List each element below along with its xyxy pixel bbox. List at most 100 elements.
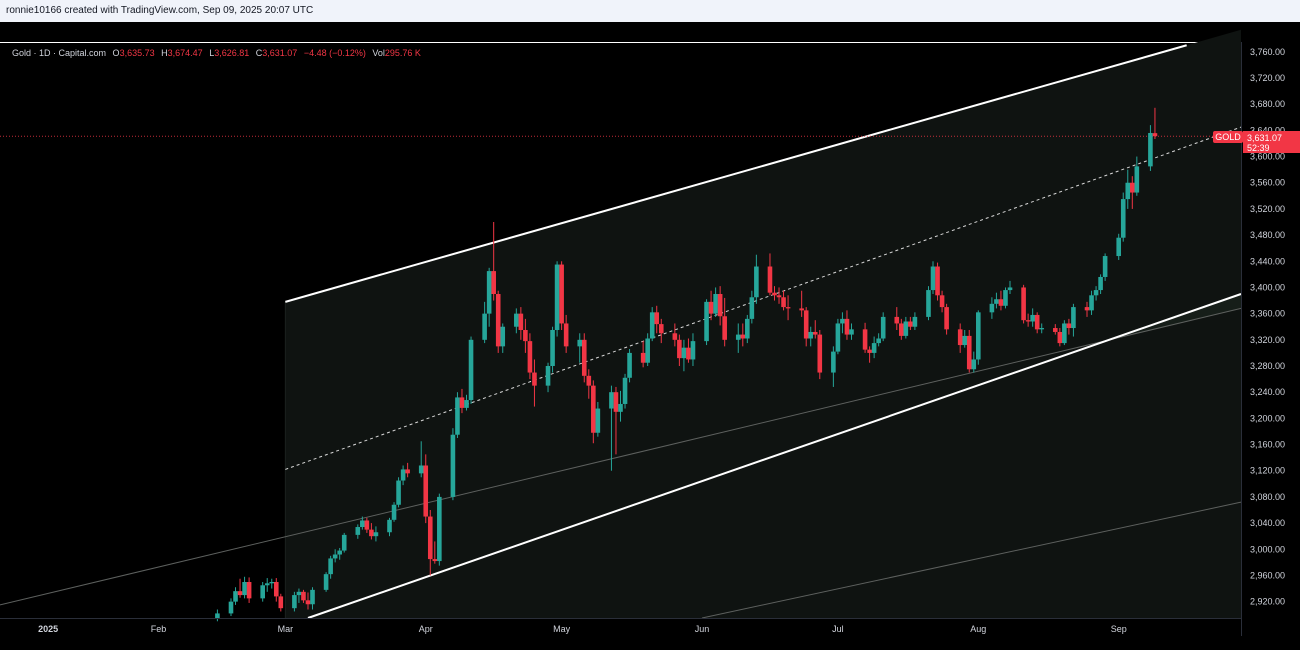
candle[interactable] bbox=[1134, 156, 1140, 196]
candle[interactable] bbox=[246, 577, 252, 603]
candle[interactable] bbox=[767, 253, 773, 296]
candle[interactable] bbox=[260, 582, 265, 602]
candle[interactable] bbox=[1034, 312, 1040, 334]
candle[interactable] bbox=[722, 297, 727, 347]
candle[interactable] bbox=[418, 441, 424, 478]
candle[interactable] bbox=[957, 323, 963, 353]
candle[interactable] bbox=[609, 385, 614, 471]
candle[interactable] bbox=[364, 517, 370, 533]
candle[interactable] bbox=[690, 333, 696, 366]
candle[interactable] bbox=[423, 454, 429, 524]
candle[interactable] bbox=[672, 323, 678, 347]
candle[interactable] bbox=[1152, 107, 1158, 139]
candle[interactable] bbox=[405, 462, 410, 478]
candle[interactable] bbox=[1007, 280, 1013, 294]
candle[interactable] bbox=[495, 290, 501, 353]
time-axis[interactable]: 2025 Feb Mar Apr May Jun Jul Aug Sep bbox=[38, 624, 1127, 634]
candle[interactable] bbox=[591, 380, 596, 444]
candle[interactable] bbox=[1062, 320, 1067, 346]
candle[interactable] bbox=[1057, 328, 1063, 347]
candle[interactable] bbox=[301, 589, 306, 603]
candle[interactable] bbox=[817, 330, 823, 380]
candle[interactable] bbox=[323, 572, 329, 592]
candle[interactable] bbox=[341, 532, 347, 553]
candle[interactable] bbox=[867, 346, 872, 363]
candle[interactable] bbox=[296, 588, 302, 603]
candle[interactable] bbox=[459, 388, 465, 414]
candle[interactable] bbox=[518, 307, 524, 340]
candle[interactable] bbox=[369, 523, 374, 540]
channel-mid-line[interactable] bbox=[285, 126, 1242, 470]
candle[interactable] bbox=[686, 338, 691, 363]
candle[interactable] bbox=[876, 333, 881, 347]
candle[interactable] bbox=[645, 333, 650, 366]
channel-lower-line[interactable] bbox=[307, 293, 1242, 619]
candle[interactable] bbox=[962, 330, 968, 348]
candle[interactable] bbox=[966, 330, 972, 373]
candle[interactable] bbox=[704, 299, 709, 346]
candle[interactable] bbox=[514, 308, 519, 334]
candle[interactable] bbox=[228, 598, 234, 617]
candle[interactable] bbox=[387, 517, 392, 537]
candle[interactable] bbox=[427, 510, 433, 576]
candle[interactable] bbox=[482, 301, 487, 344]
candle[interactable] bbox=[550, 326, 555, 373]
candle[interactable] bbox=[595, 402, 601, 437]
candle[interactable] bbox=[563, 314, 569, 353]
candle[interactable] bbox=[269, 578, 275, 589]
candle[interactable] bbox=[681, 339, 687, 372]
candle[interactable] bbox=[799, 290, 804, 317]
candle[interactable] bbox=[831, 346, 836, 387]
candle[interactable] bbox=[903, 316, 909, 339]
candle[interactable] bbox=[292, 591, 297, 612]
candle[interactable] bbox=[1003, 287, 1008, 309]
candle[interactable] bbox=[708, 290, 714, 321]
candle[interactable] bbox=[894, 307, 900, 330]
candle[interactable] bbox=[242, 576, 247, 599]
candle[interactable] bbox=[1116, 233, 1122, 260]
candle[interactable] bbox=[1125, 169, 1131, 209]
candle[interactable] bbox=[373, 526, 379, 542]
candle[interactable] bbox=[627, 348, 632, 383]
candle[interactable] bbox=[360, 516, 365, 530]
candle[interactable] bbox=[400, 465, 406, 486]
candle[interactable] bbox=[1129, 176, 1135, 209]
candle[interactable] bbox=[527, 333, 533, 380]
candle[interactable] bbox=[899, 318, 904, 340]
candle[interactable] bbox=[849, 323, 854, 340]
candle[interactable] bbox=[989, 297, 995, 319]
candle[interactable] bbox=[586, 369, 592, 399]
candle[interactable] bbox=[1148, 125, 1153, 171]
candle[interactable] bbox=[713, 287, 718, 317]
candle[interactable] bbox=[926, 286, 931, 321]
candle[interactable] bbox=[1098, 274, 1103, 294]
candle[interactable] bbox=[264, 578, 270, 592]
candle[interactable] bbox=[559, 261, 564, 330]
candle[interactable] bbox=[717, 286, 723, 326]
candle[interactable] bbox=[844, 310, 850, 340]
candle[interactable] bbox=[450, 428, 456, 501]
candle[interactable] bbox=[880, 312, 886, 342]
candle[interactable] bbox=[622, 373, 628, 409]
candle[interactable] bbox=[437, 493, 442, 566]
candle[interactable] bbox=[618, 390, 623, 422]
candle[interactable] bbox=[455, 392, 460, 438]
candle[interactable] bbox=[237, 578, 243, 598]
candle[interactable] bbox=[749, 290, 755, 324]
candle[interactable] bbox=[998, 290, 1004, 311]
candle[interactable] bbox=[355, 524, 361, 539]
candle[interactable] bbox=[976, 310, 981, 365]
candle[interactable] bbox=[808, 326, 814, 347]
candle[interactable] bbox=[1089, 290, 1094, 315]
candle[interactable] bbox=[971, 351, 977, 373]
candle[interactable] bbox=[785, 295, 791, 321]
candle[interactable] bbox=[273, 578, 279, 602]
candle[interactable] bbox=[871, 336, 877, 359]
candle[interactable] bbox=[233, 587, 238, 605]
candle[interactable] bbox=[1021, 284, 1026, 324]
channel-upper-line[interactable] bbox=[285, 44, 1187, 303]
candles[interactable] bbox=[215, 107, 1158, 622]
candle[interactable] bbox=[554, 261, 560, 337]
candle[interactable] bbox=[803, 307, 809, 347]
